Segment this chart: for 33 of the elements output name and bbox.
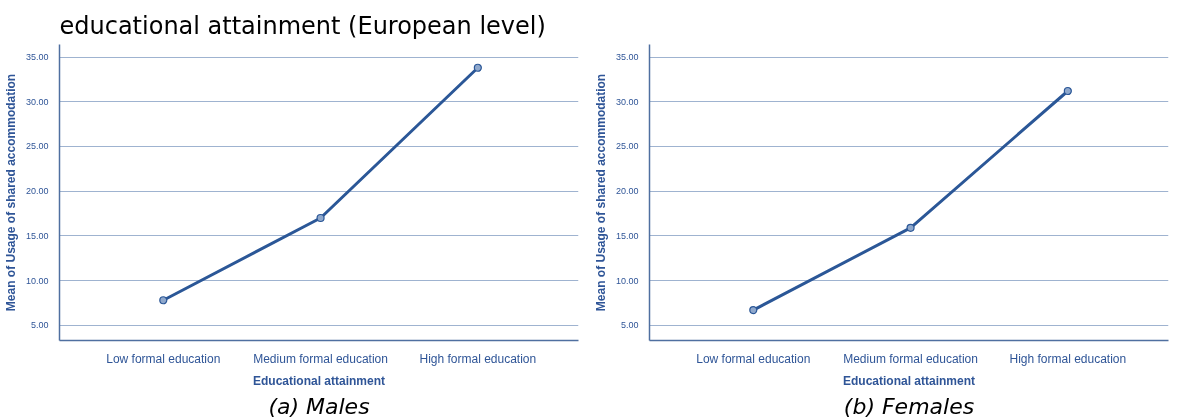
y-tick-label: 25.00 <box>615 141 639 152</box>
y-tick-label: 20.00 <box>615 186 639 197</box>
y-tick-label: 15.00 <box>615 230 639 241</box>
point <box>1063 86 1072 96</box>
y-tick-label: 15.00 <box>25 230 49 241</box>
y-axis-title: Mean of Usage of shared accommodation <box>593 73 608 312</box>
point <box>159 296 168 305</box>
text: (b) Females <box>843 393 975 419</box>
y-tick-label: 35.00 <box>25 52 49 63</box>
y-tick-label: 5.00 <box>620 320 639 331</box>
x-tick-label: Medium formal education <box>253 351 388 366</box>
y-tick-label: 30.00 <box>615 96 639 107</box>
point <box>316 213 325 223</box>
chart-title: educational attainment (European level) <box>59 11 546 40</box>
x-axis-title: Educational attainment <box>252 373 386 388</box>
y-tick-label: 35.00 <box>615 52 639 63</box>
y-tick-label: 10.00 <box>25 275 49 286</box>
y-tick-label: 25.00 <box>25 141 49 152</box>
y-tick-label: 20.00 <box>25 186 49 197</box>
x-tick-label: High formal education <box>1009 351 1127 366</box>
text: (a) Males <box>268 393 370 419</box>
point <box>906 223 915 232</box>
point <box>473 63 482 72</box>
x-tick-label: Low formal education <box>696 351 811 366</box>
y-axis-title: Mean of Usage of shared accommodation <box>3 73 18 312</box>
x-tick-label: Medium formal education <box>843 351 978 366</box>
point <box>749 306 758 315</box>
y-tick-label: 10.00 <box>615 275 639 286</box>
x-tick-label: High formal education <box>419 351 537 366</box>
x-tick-label: Low formal education <box>106 351 221 366</box>
x-axis-title: Educational attainment <box>842 373 976 388</box>
y-tick-label: 5.00 <box>30 320 49 331</box>
y-tick-label: 30.00 <box>25 96 49 107</box>
